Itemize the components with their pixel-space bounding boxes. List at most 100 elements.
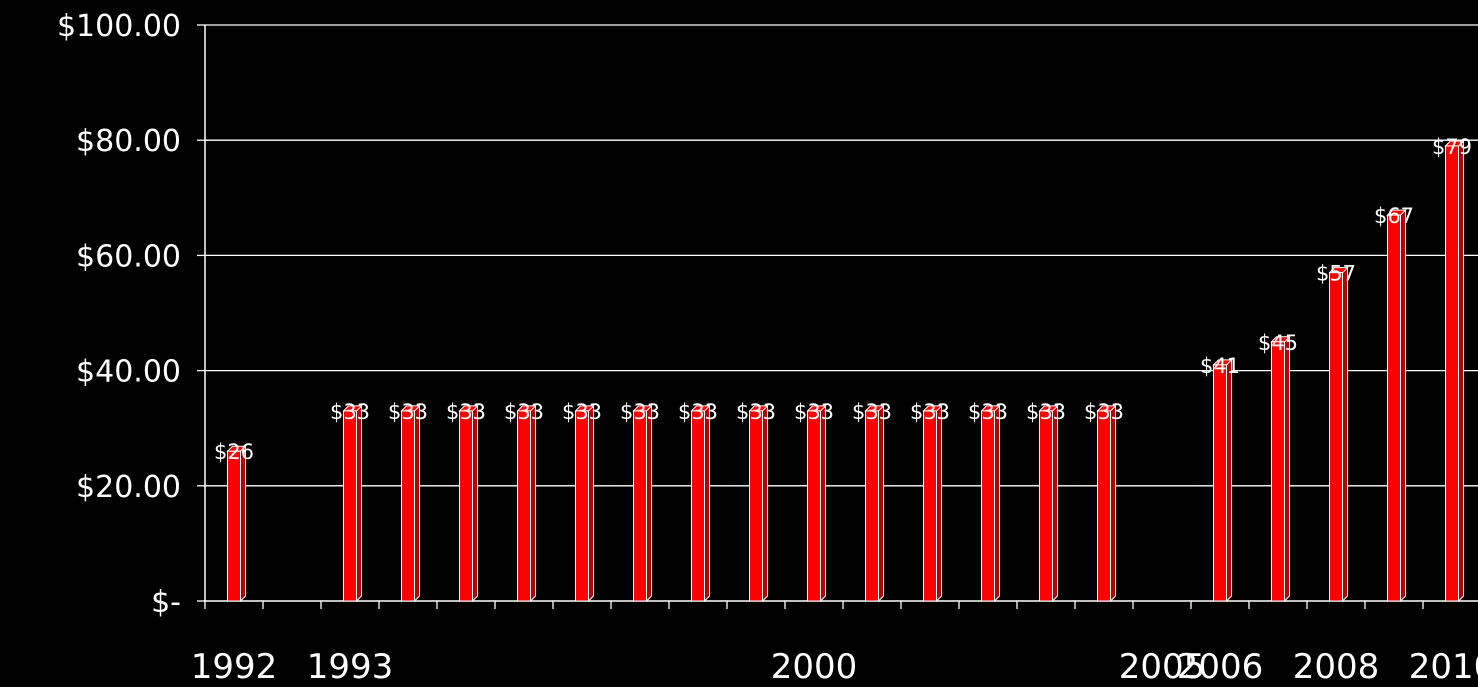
data-labels: $26 $33 $33 $33 $33 $33 $33 $33 $33 $33 $33 $33 $33 $…	[214, 135, 1472, 464]
x-tick-label: 1992	[191, 647, 278, 687]
data-label: $26	[214, 440, 254, 464]
data-label: $33	[794, 400, 834, 424]
data-label: $33	[388, 400, 428, 424]
bar	[806, 404, 827, 603]
y-tick-label: $40.00	[76, 355, 181, 390]
bar-side	[1400, 208, 1406, 603]
bar-front	[923, 410, 937, 602]
bar	[1386, 208, 1407, 603]
bar-front	[633, 410, 647, 602]
bar-front	[459, 410, 473, 602]
data-label: $79	[1432, 135, 1472, 159]
bar-front	[1329, 272, 1343, 602]
bar-front	[749, 410, 763, 602]
bar-side	[588, 404, 594, 603]
bar-side	[472, 404, 478, 603]
data-label: $33	[562, 400, 602, 424]
data-label: $33	[968, 400, 1008, 424]
y-tick-label: $60.00	[76, 239, 181, 274]
y-tick-label: $-	[151, 585, 181, 620]
data-label: $45	[1258, 331, 1298, 355]
bar-side	[704, 404, 710, 603]
bar	[632, 404, 653, 603]
bar	[458, 404, 479, 603]
axes	[197, 24, 1478, 609]
bar	[1096, 404, 1117, 603]
data-label: $33	[1026, 400, 1066, 424]
data-label: $33	[678, 400, 718, 424]
bar-front	[1271, 341, 1285, 602]
bar-side	[936, 404, 942, 603]
bar-side	[878, 404, 884, 603]
bar	[980, 404, 1001, 603]
bar	[690, 404, 711, 603]
bar-side	[1052, 404, 1058, 603]
x-tick-label: 2006	[1177, 647, 1264, 687]
bar	[342, 404, 363, 603]
data-label: $33	[504, 400, 544, 424]
x-tick-label: 2010	[1409, 647, 1478, 687]
bar-side	[356, 404, 362, 603]
data-label: $33	[1084, 400, 1124, 424]
bar-side	[1226, 358, 1232, 603]
data-label: $67	[1374, 204, 1414, 228]
bar	[1444, 139, 1465, 603]
bar	[400, 404, 421, 603]
bar	[1212, 358, 1233, 603]
bar-front	[865, 410, 879, 602]
bar	[1038, 404, 1059, 603]
bar	[226, 445, 247, 603]
bar-front	[575, 410, 589, 602]
y-tick-label: $100.00	[57, 9, 181, 44]
data-label: $33	[910, 400, 950, 424]
data-label: $41	[1200, 354, 1240, 378]
bar-front	[401, 410, 415, 602]
y-tick-label: $80.00	[76, 124, 181, 159]
bar-front	[1039, 410, 1053, 602]
bar	[1270, 335, 1291, 603]
bar-side	[240, 445, 246, 603]
bar-front	[1213, 364, 1227, 602]
data-label: $33	[620, 400, 660, 424]
data-label: $57	[1316, 262, 1356, 286]
y-tick-label: $20.00	[76, 470, 181, 505]
gridlines	[205, 24, 1478, 487]
bar-side	[762, 404, 768, 603]
bar-side	[820, 404, 826, 603]
bar-front	[981, 410, 995, 602]
bar-side	[1458, 139, 1464, 603]
x-tick-label: 2005	[1119, 647, 1206, 687]
bar-side	[1284, 335, 1290, 603]
bar-front	[343, 410, 357, 602]
bar-side	[994, 404, 1000, 603]
bar-side	[1110, 404, 1116, 603]
bar-front	[1445, 145, 1459, 602]
bar-side	[530, 404, 536, 603]
bar-front	[227, 450, 241, 602]
bar	[922, 404, 943, 603]
bar	[748, 404, 769, 603]
x-tick-label: 2008	[1293, 647, 1380, 687]
x-tick-label: 1993	[307, 647, 394, 687]
bar	[1328, 266, 1349, 603]
bar	[516, 404, 537, 603]
bars	[226, 139, 1465, 603]
y-tick-labels: $- $20.00 $40.00 $60.00 $80.00 $100.00	[57, 9, 181, 620]
bar-side	[646, 404, 652, 603]
bar-front	[1387, 214, 1401, 602]
x-tick-label: 2000	[771, 647, 858, 687]
bar-side	[1342, 266, 1348, 603]
data-label: $33	[736, 400, 776, 424]
bar-front	[691, 410, 705, 602]
bar-side	[414, 404, 420, 603]
bar-front	[517, 410, 531, 602]
data-label: $33	[446, 400, 486, 424]
bar-front	[1097, 410, 1111, 602]
bar-front	[807, 410, 821, 602]
data-label: $33	[852, 400, 892, 424]
data-label: $33	[330, 400, 370, 424]
bar	[574, 404, 595, 603]
bar	[864, 404, 885, 603]
